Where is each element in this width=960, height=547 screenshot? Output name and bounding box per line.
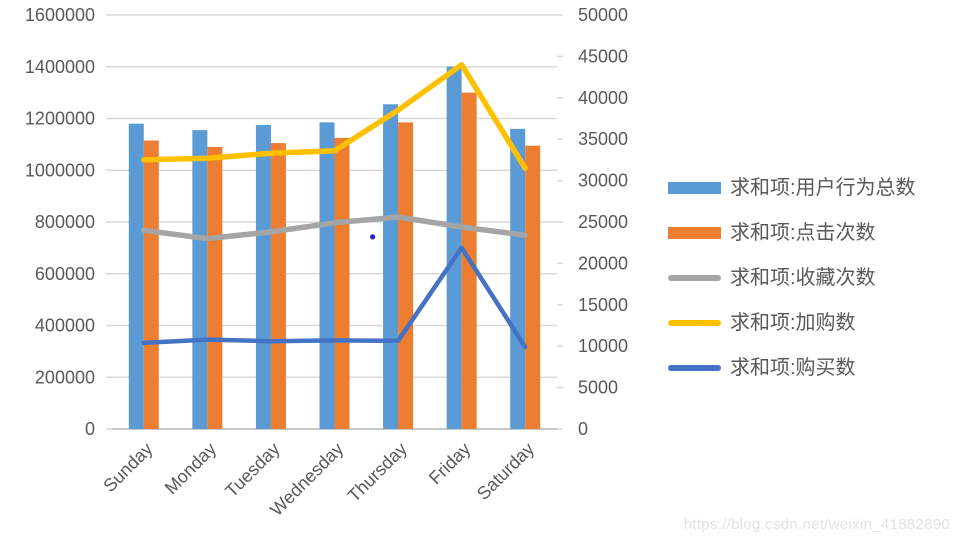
bar-user-behavior-total (192, 130, 208, 430)
left-axis-tick-label: 400000 (35, 316, 95, 336)
legend-bar-swatch (668, 226, 721, 239)
x-axis-category-label: Sunday (99, 439, 156, 496)
right-axis-tick-label: 25000 (578, 212, 628, 232)
left-axis-tick-label: 1400000 (25, 57, 95, 77)
x-axis-category-label: Monday (161, 439, 220, 498)
x-axis-category-label: Friday (425, 439, 475, 489)
right-axis-tick-label: 45000 (578, 46, 628, 66)
left-axis-tick-label: 200000 (35, 367, 95, 387)
bar-clicks (525, 145, 541, 429)
x-axis-category-label: Tuesday (221, 439, 283, 501)
line-series-0 (141, 214, 528, 242)
legend-item: 求和项:购买数 (668, 345, 916, 390)
bar-clicks (334, 137, 350, 429)
x-axis-category-label: Saturday (473, 439, 538, 504)
bar-user-behavior-total (510, 128, 526, 429)
right-axis-tick-label: 50000 (578, 5, 628, 25)
bar-clicks (207, 146, 223, 429)
left-axis-tick-label: 1000000 (25, 160, 95, 180)
right-axis-tick-label: 20000 (578, 253, 628, 273)
legend-label: 求和项:点击次数 (730, 221, 876, 244)
watermark-text: https://blog.csdn.net/weixin_41882890 (683, 516, 950, 533)
left-axis-tick-label: 800000 (35, 212, 95, 232)
bar-clicks (143, 140, 159, 429)
legend-item: 求和项:用户行为总数 (668, 165, 916, 210)
right-axis-tick-label: 40000 (578, 88, 628, 108)
legend-bar-swatch (668, 181, 721, 194)
legend-label: 求和项:购买数 (730, 356, 856, 379)
line-series-2 (141, 245, 528, 350)
right-axis-tick-label: 5000 (578, 378, 618, 398)
right-axis-tick-label: 35000 (578, 129, 628, 149)
bar-user-behavior-total (446, 66, 462, 429)
legend-item: 求和项:收藏次数 (668, 255, 916, 300)
right-axis-tick-label: 15000 (578, 295, 628, 315)
line-series-1 (141, 61, 528, 171)
legend-item: 求和项:点击次数 (668, 210, 916, 255)
legend-label: 求和项:用户行为总数 (730, 176, 916, 199)
left-axis-tick-label: 600000 (35, 264, 95, 284)
right-axis-tick-label: 10000 (578, 336, 628, 356)
left-axis-tick-label: 0 (85, 419, 95, 439)
bar-clicks (270, 143, 286, 430)
bar-user-behavior-total (255, 124, 271, 429)
bar-user-behavior-total (319, 122, 335, 429)
left-axis-tick-label: 1600000 (25, 5, 95, 25)
legend-line-swatch (668, 364, 721, 371)
legend-line-swatch (668, 274, 721, 281)
legend-item: 求和项:加购数 (668, 300, 916, 345)
stray-data-point (370, 234, 376, 240)
x-axis-category-label: Thursday (344, 439, 411, 506)
left-axis-tick-label: 1200000 (25, 109, 95, 129)
right-axis-tick-label: 0 (578, 419, 588, 439)
bar-clicks (398, 122, 414, 429)
bar-user-behavior-total (383, 104, 399, 430)
chart-legend: 求和项:用户行为总数 求和项:点击次数 求和项:收藏次数 求和项:加购数 求和项:购买数 (668, 165, 916, 390)
legend-line-swatch (668, 319, 721, 326)
bar-user-behavior-total (128, 123, 144, 430)
legend-label: 求和项:收藏次数 (730, 266, 876, 289)
right-axis-tick-label: 30000 (578, 171, 628, 191)
legend-label: 求和项:加购数 (730, 311, 856, 334)
